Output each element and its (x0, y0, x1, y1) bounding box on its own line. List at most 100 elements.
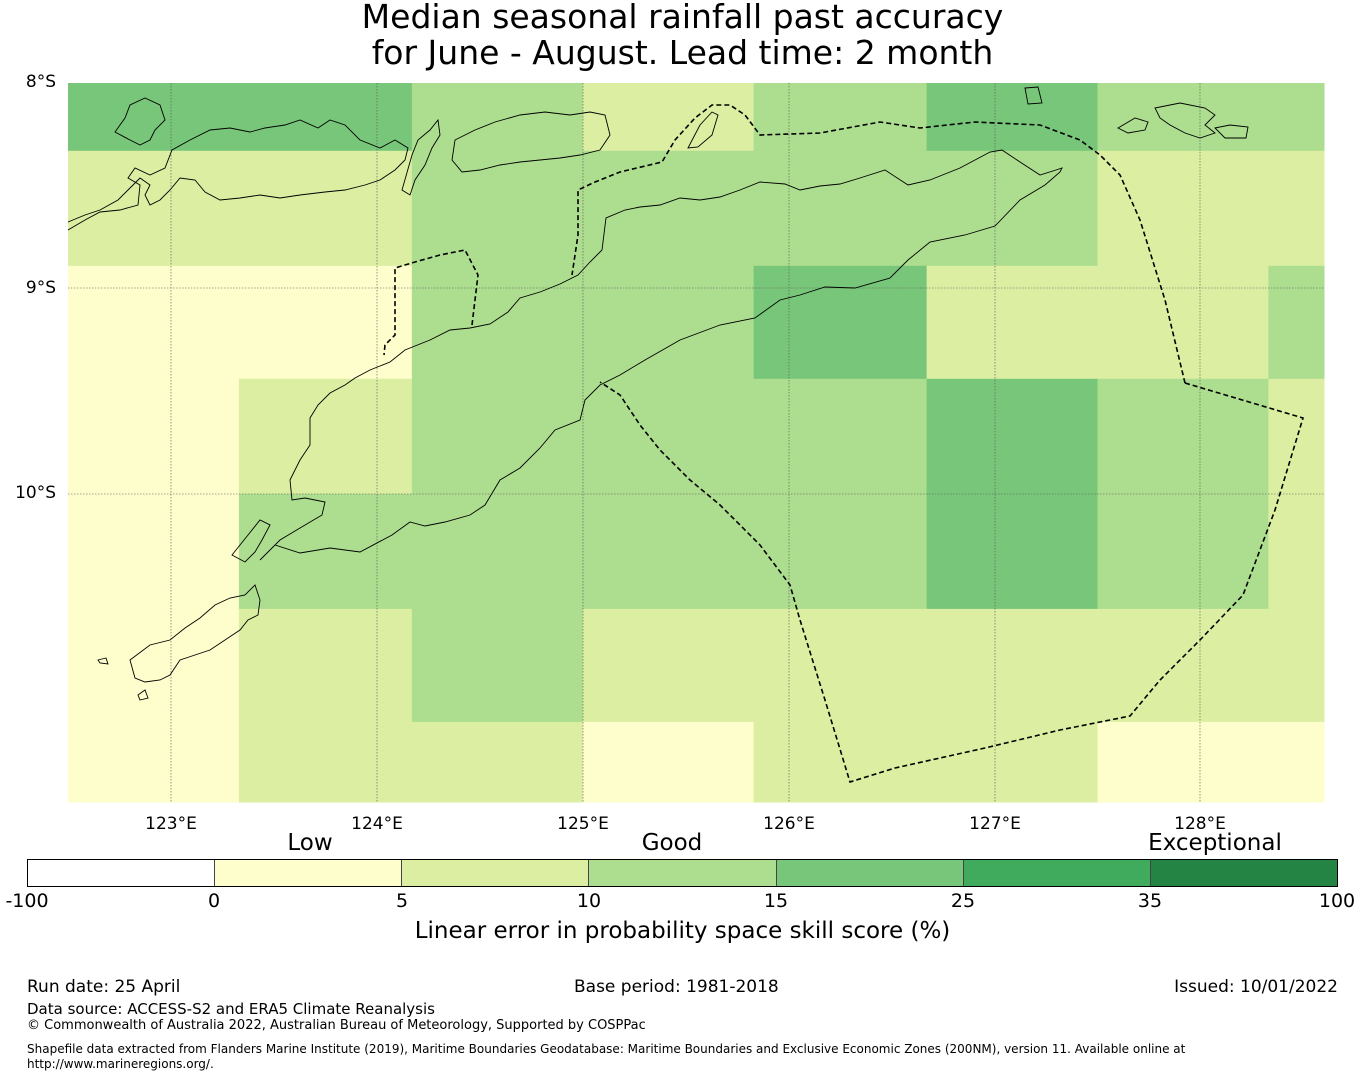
skill-cell (238, 721, 413, 803)
colorbar-segment (1150, 860, 1337, 886)
colorbar-segment (963, 860, 1151, 886)
skill-cell (1268, 608, 1325, 723)
wetar-coastline (1117, 102, 1249, 139)
skill-cell (582, 608, 755, 723)
skill-cell (926, 83, 1099, 152)
skill-cell (411, 608, 584, 723)
skill-cell (753, 721, 928, 803)
skill-cell (411, 150, 584, 267)
coastlines (67, 86, 1249, 701)
skill-cell (753, 493, 928, 610)
colorbar-tick: 0 (207, 890, 221, 912)
skill-cell (1268, 378, 1325, 495)
skill-cell (411, 493, 584, 610)
colorbar-segment (28, 860, 216, 886)
skill-cell (411, 83, 584, 152)
skill-grid (68, 83, 1325, 803)
chart-title-line-2: for June - August. Lead time: 2 month (371, 33, 994, 72)
skill-cell (68, 265, 240, 380)
skill-cell (411, 378, 584, 495)
lon-label-127e: 127°E (969, 814, 1021, 834)
run-date: Run date: 25 April (27, 977, 181, 997)
skill-cell (926, 265, 1099, 380)
pantar-coastline (401, 118, 441, 196)
eez-boundaries (383, 104, 1304, 784)
lat-label-8s: 8°S (25, 72, 56, 92)
skill-cell (238, 378, 413, 495)
lon-label-126e: 126°E (763, 814, 815, 834)
legend-category-low: Low (287, 830, 333, 856)
colorbar-segment (402, 860, 590, 886)
legend-category-good: Good (641, 830, 703, 856)
skill-cell (582, 721, 755, 803)
skill-cell (238, 493, 413, 610)
colorbar-tick: 35 (1137, 890, 1163, 912)
shapefile-credit: Shapefile data extracted from Flanders M… (27, 1042, 1186, 1056)
skill-cell (582, 83, 755, 152)
semau-coastline (231, 519, 271, 563)
skill-cell (238, 265, 413, 380)
colorbar-tick: -100 (5, 890, 49, 912)
skill-cell (753, 265, 928, 380)
kisar-coastline (1024, 86, 1043, 105)
skill-cell (68, 150, 240, 267)
flores-coastline (67, 119, 409, 231)
eez-boundary-south (599, 381, 1304, 784)
skill-cell (1268, 493, 1325, 610)
data-source: Data source: ACCESS-S2 and ERA5 Climate … (27, 1000, 435, 1018)
lon-label-124e: 124°E (351, 814, 403, 834)
skill-cell (582, 265, 755, 380)
colorbar (27, 859, 1338, 887)
colorbar-title: Linear error in probability space skill … (414, 918, 951, 944)
skill-cell (411, 721, 584, 803)
skill-cell (926, 608, 1099, 723)
skill-cell (582, 150, 755, 267)
skill-cell (1268, 83, 1325, 152)
legend-category-exceptional: Exceptional (1148, 830, 1282, 856)
skill-cell (753, 608, 928, 723)
lon-label-123e: 123°E (145, 814, 197, 834)
skill-cell (582, 493, 755, 610)
flores-north-coastline (114, 97, 166, 146)
chart-title-line-1: Median seasonal rainfall past accuracy (361, 0, 1004, 36)
skill-cell (1268, 721, 1325, 803)
skill-cell (68, 378, 240, 495)
skill-cell (926, 378, 1099, 495)
skill-cell (1097, 378, 1269, 495)
skill-cell (68, 493, 240, 610)
skill-cell (582, 378, 755, 495)
eez-boundary-east (571, 104, 1186, 384)
eez-boundary-west (383, 249, 479, 356)
skill-cell (238, 83, 413, 152)
skill-cell (1268, 265, 1325, 380)
skill-cell (1097, 265, 1269, 380)
colorbar-segment (215, 860, 403, 886)
graticule (68, 83, 1324, 802)
skill-cell (68, 608, 240, 723)
timor-coastline (259, 149, 1063, 561)
skill-cell (1097, 150, 1269, 267)
lon-label-125e: 125°E (557, 814, 609, 834)
skill-cell (1097, 721, 1269, 803)
colorbar-tick: 5 (395, 890, 409, 912)
lat-label-10s: 10°S (15, 483, 56, 503)
ndao-coastline (97, 657, 149, 701)
issued-date: Issued: 10/01/2022 (1174, 977, 1338, 997)
base-period: Base period: 1981-2018 (574, 977, 779, 997)
skill-cell (1097, 493, 1269, 610)
skill-cell (753, 150, 928, 267)
colorbar-tick: 15 (763, 890, 789, 912)
colorbar-tick: 25 (950, 890, 976, 912)
alor-coastline (451, 111, 611, 173)
colorbar-segment (589, 860, 777, 886)
copyright-notice: © Commonwealth of Australia 2022, Austra… (27, 1018, 646, 1033)
skill-cell (1268, 150, 1325, 267)
skill-cell (238, 608, 413, 723)
rote-coastline (129, 584, 261, 683)
shapefile-url: http://www.marineregions.org/. (27, 1057, 214, 1071)
colorbar-tick: 100 (1318, 890, 1356, 912)
lon-label-128e: 128°E (1174, 814, 1226, 834)
skill-cell (1097, 608, 1269, 723)
skill-cell (411, 265, 584, 380)
skill-cell (238, 150, 413, 267)
